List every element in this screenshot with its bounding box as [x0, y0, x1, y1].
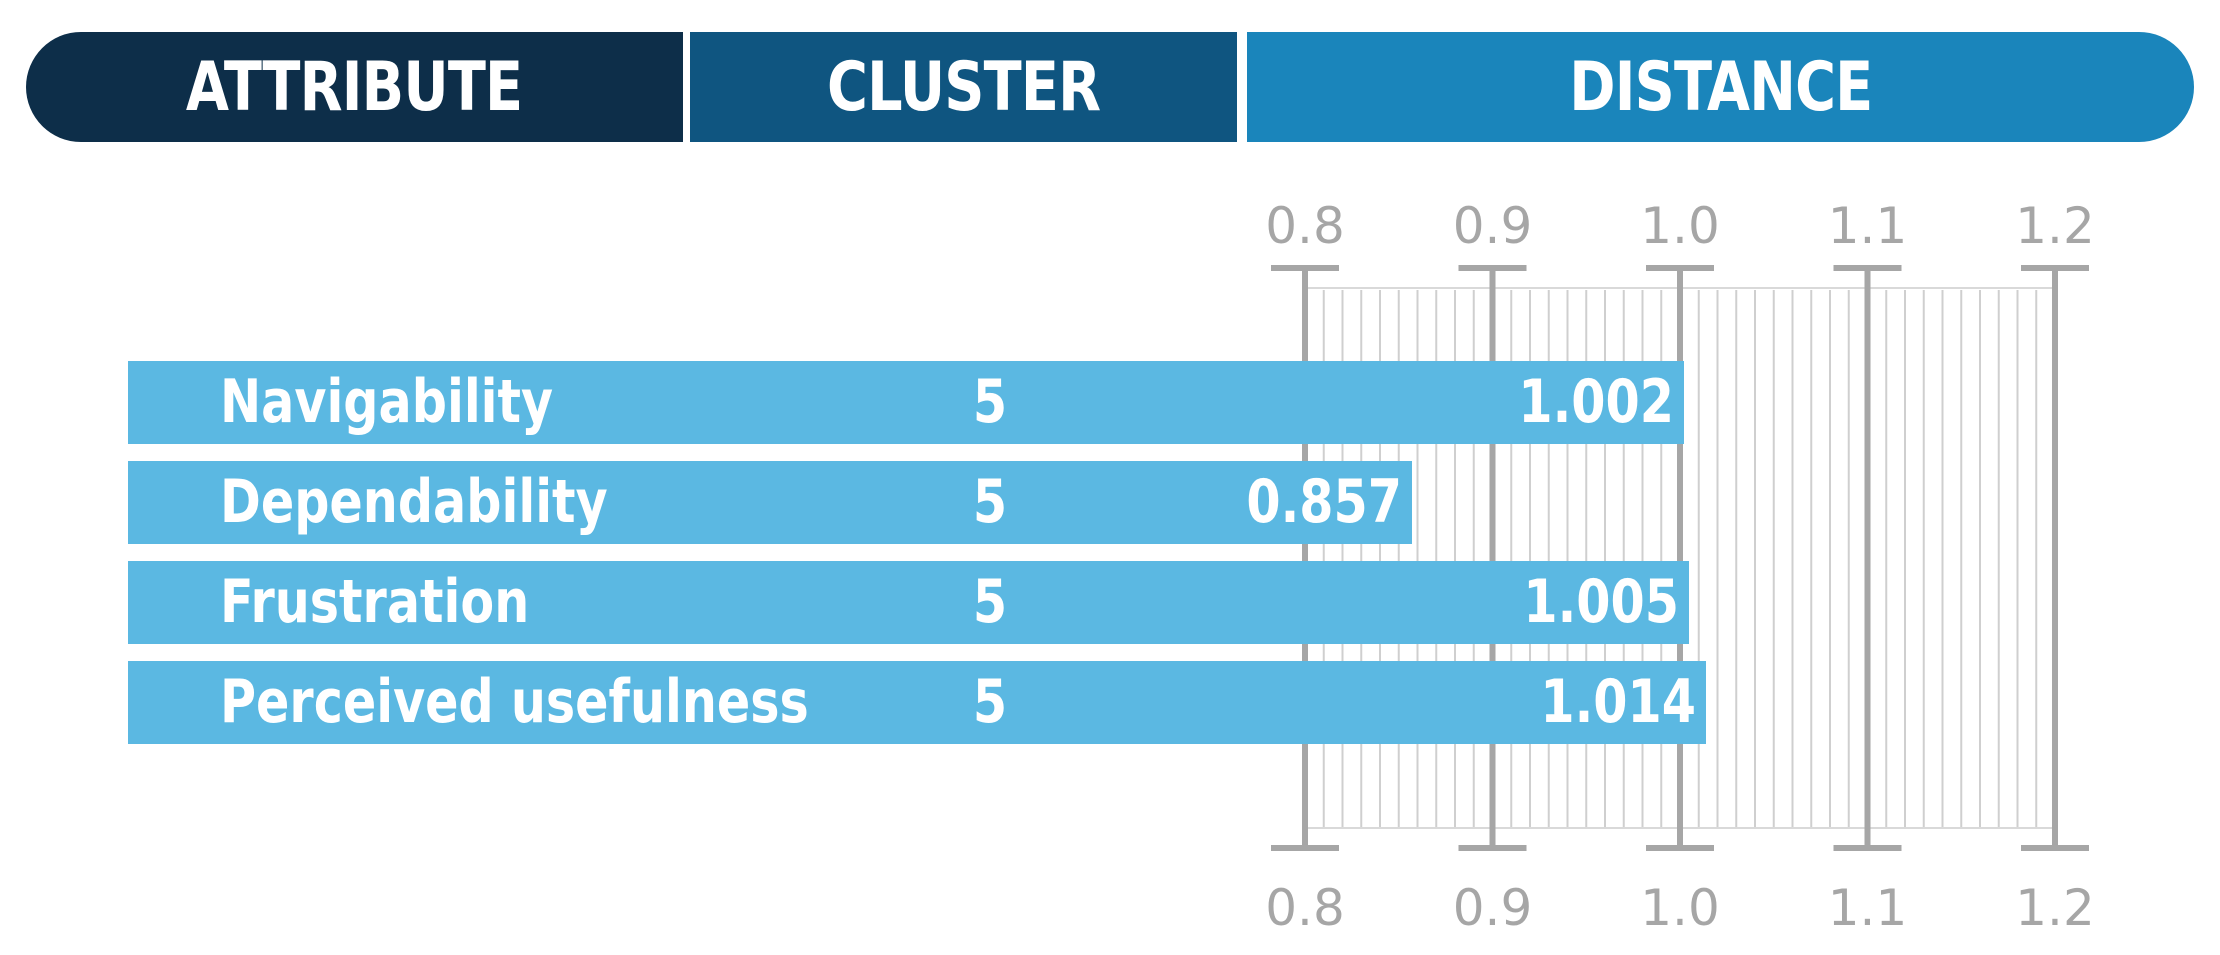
attribute-label: Navigability: [220, 367, 554, 437]
tick-label-top: 0.9: [1453, 197, 1533, 255]
bar: [128, 361, 1684, 444]
tick-label-top: 1.0: [1640, 197, 1720, 255]
distance-value-label: 0.857: [1246, 467, 1402, 537]
cluster-value: 5: [972, 667, 1008, 737]
distance-value-label: 1.014: [1540, 667, 1697, 737]
distance-value-label: 1.005: [1523, 567, 1680, 637]
attribute-header: ATTRIBUTE: [26, 32, 683, 142]
tick-label-bottom: 0.9: [1453, 879, 1533, 937]
bar: [128, 461, 1412, 544]
cluster-header: CLUSTER: [690, 32, 1237, 142]
attribute-label: Dependability: [220, 467, 608, 537]
tick-label-bottom: 1.1: [1828, 879, 1908, 937]
tick-label-top: 0.8: [1265, 197, 1345, 255]
bar: [128, 661, 1707, 744]
cluster-header-label: CLUSTER: [826, 47, 1101, 127]
distance-header: DISTANCE: [1247, 32, 2194, 142]
distance-value-label: 1.002: [1518, 367, 1674, 437]
cluster-value: 5: [972, 367, 1008, 437]
tick-label-bottom: 1.2: [2015, 879, 2095, 937]
distance-header-label: DISTANCE: [1568, 47, 1873, 127]
attribute-label: Frustration: [220, 567, 530, 637]
tick-label-bottom: 1.0: [1640, 879, 1720, 937]
bar: [128, 561, 1690, 644]
attribute-header-label: ATTRIBUTE: [186, 47, 523, 127]
attribute-label: Perceived usefulness: [220, 667, 809, 737]
cluster-value: 5: [972, 567, 1008, 637]
tick-label-bottom: 0.8: [1265, 879, 1345, 937]
tick-label-top: 1.1: [1828, 197, 1908, 255]
cluster-value: 5: [972, 467, 1008, 537]
tick-label-top: 1.2: [2015, 197, 2095, 255]
